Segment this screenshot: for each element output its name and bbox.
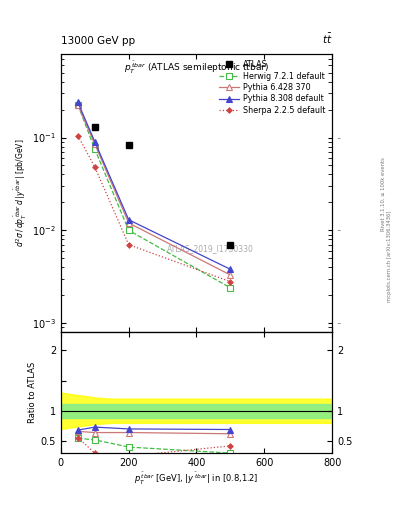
Text: 13000 GeV pp: 13000 GeV pp (61, 36, 135, 46)
Herwig 7.2.1 default (92, 146, 97, 152)
Text: ATLAS_2019_I1750330: ATLAS_2019_I1750330 (167, 244, 253, 253)
Text: $p_T^{\,\bar{t}bar}$ (ATLAS semileptonic ttbar): $p_T^{\,\bar{t}bar}$ (ATLAS semileptonic… (124, 59, 269, 76)
Y-axis label: Ratio to ATLAS: Ratio to ATLAS (28, 362, 37, 423)
Pythia 8.308 default (75, 99, 80, 105)
Sherpa 2.2.5 default (92, 164, 97, 170)
Pythia 8.308 default (126, 217, 131, 223)
Herwig 7.2.1 default (75, 102, 80, 108)
Line: Pythia 8.308 default: Pythia 8.308 default (75, 99, 233, 272)
Line: Pythia 6.428 370: Pythia 6.428 370 (75, 102, 233, 278)
Line: Sherpa 2.2.5 default: Sherpa 2.2.5 default (76, 134, 233, 284)
Sherpa 2.2.5 default (228, 279, 233, 285)
Legend: ATLAS, Herwig 7.2.1 default, Pythia 6.428 370, Pythia 8.308 default, Sherpa 2.2.: ATLAS, Herwig 7.2.1 default, Pythia 6.42… (217, 58, 328, 117)
Herwig 7.2.1 default (228, 285, 233, 291)
Text: $t\bar{t}$: $t\bar{t}$ (321, 32, 332, 46)
Pythia 6.428 370 (75, 102, 80, 108)
Line: Herwig 7.2.1 default: Herwig 7.2.1 default (75, 102, 233, 291)
X-axis label: $p^{\,\bar{t}bar}_{T}$ [GeV], $|y^{\,\bar{t}bar}|$ in [0.8,1.2]: $p^{\,\bar{t}bar}_{T}$ [GeV], $|y^{\,\ba… (134, 471, 259, 487)
Text: Rivet 3.1.10, ≥ 100k events: Rivet 3.1.10, ≥ 100k events (381, 158, 386, 231)
Text: mcplots.cern.ch [arXiv:1306.3436]: mcplots.cern.ch [arXiv:1306.3436] (387, 210, 391, 302)
Pythia 8.308 default (92, 139, 97, 145)
Herwig 7.2.1 default (126, 227, 131, 233)
Sherpa 2.2.5 default (75, 133, 80, 139)
Pythia 6.428 370 (228, 272, 233, 278)
Pythia 8.308 default (228, 266, 233, 272)
Y-axis label: $d^2\sigma\,/\,dp^{\,\bar{t}bar}_{T}\,d\,|y^{\,\bar{t}bar}|$ [pb/GeV]: $d^2\sigma\,/\,dp^{\,\bar{t}bar}_{T}\,d\… (13, 139, 29, 247)
Pythia 6.428 370 (92, 141, 97, 147)
Sherpa 2.2.5 default (126, 242, 131, 248)
Pythia 6.428 370 (126, 220, 131, 226)
